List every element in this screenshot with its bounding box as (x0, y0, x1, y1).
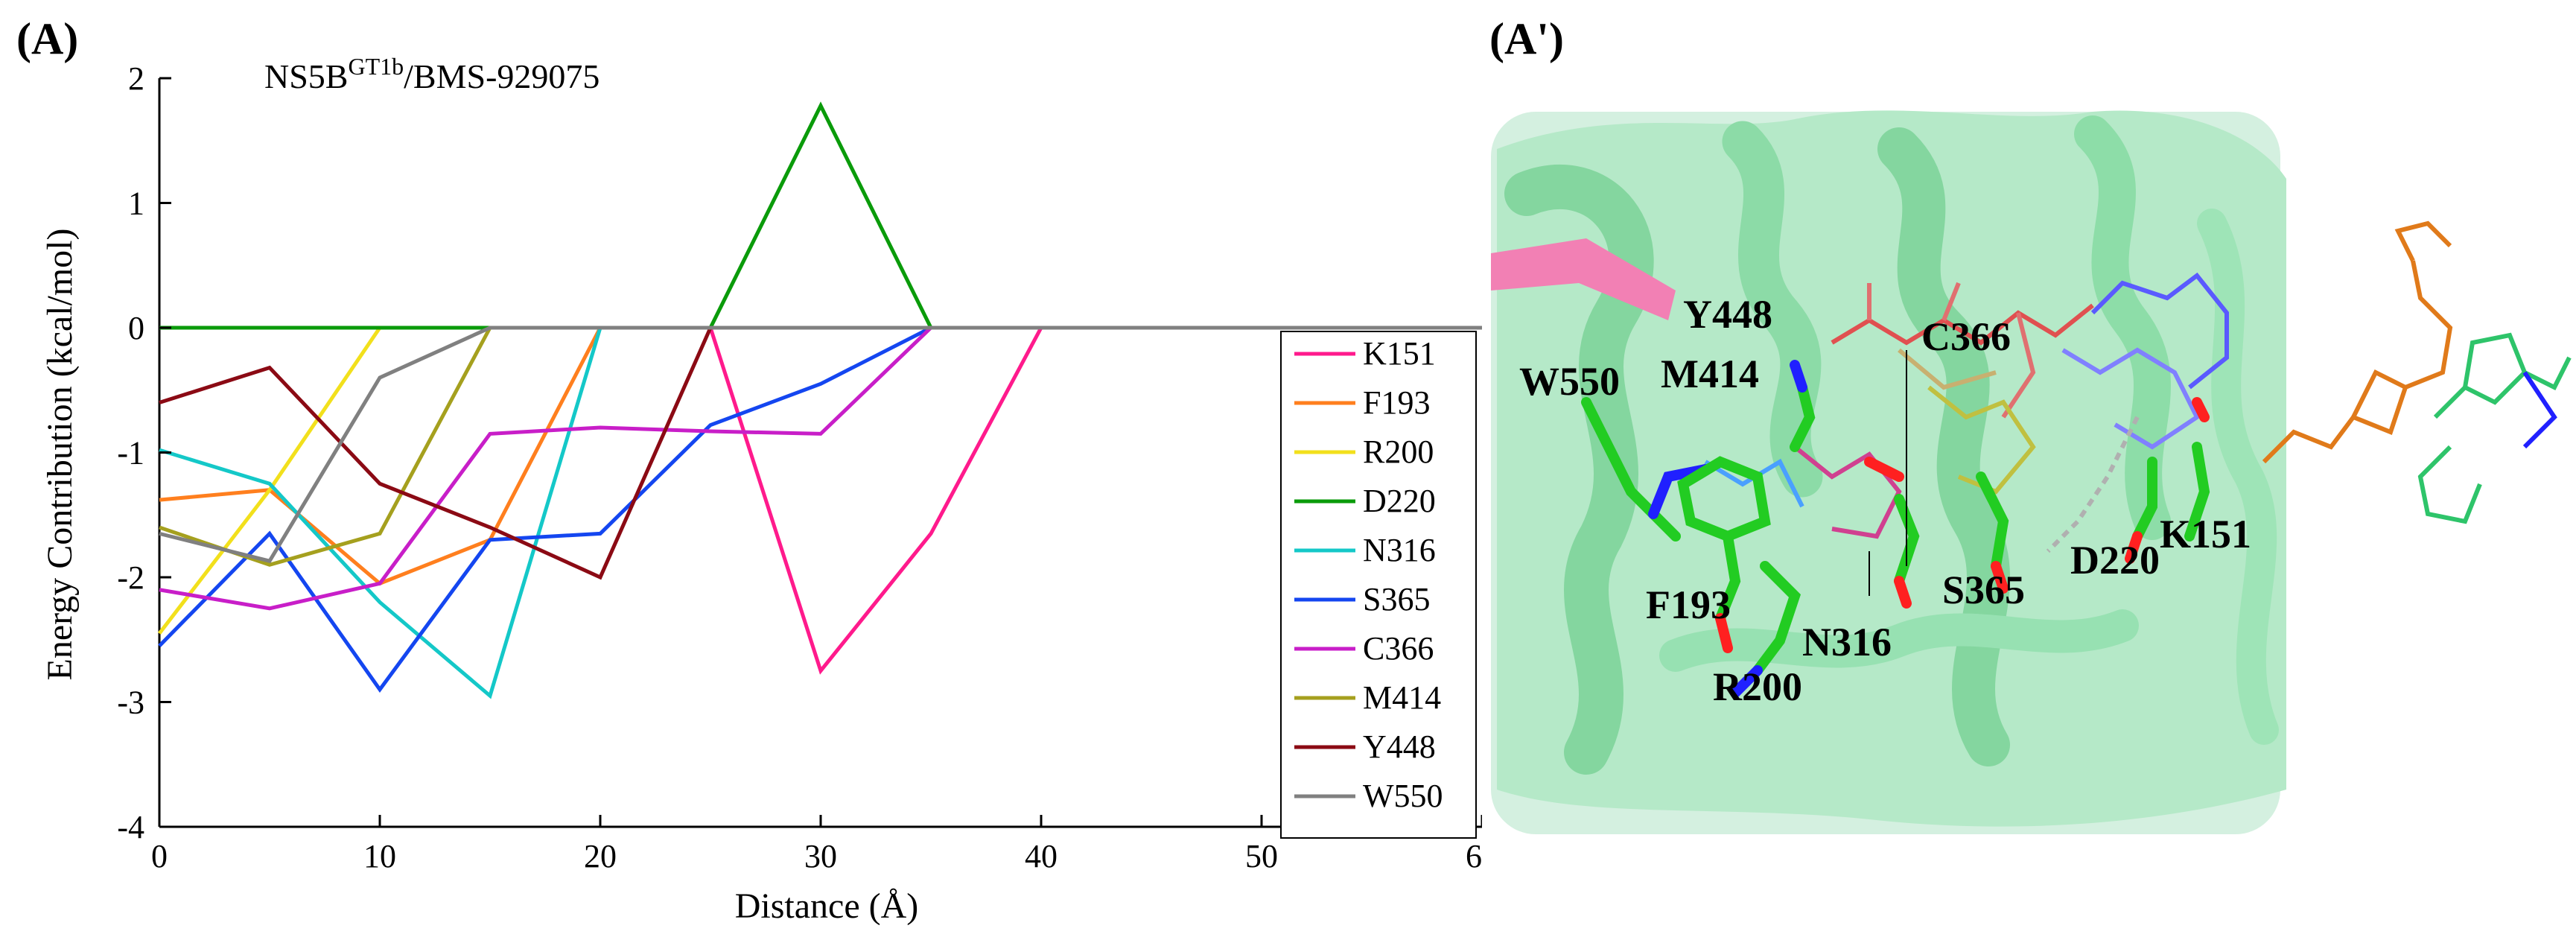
y-tick-label: -2 (117, 559, 144, 596)
series-line-d220 (159, 101, 1482, 330)
legend-box (1280, 331, 1477, 839)
panel-a-prime-label: (A') (1489, 14, 1564, 63)
panel-a-label: (A) (16, 14, 79, 63)
chart-title: NS5BGT1b/BMS-929075 (264, 53, 600, 95)
y-axis-label: Energy Contribution (kcal/mol) (40, 228, 80, 680)
residue-label-f193: F193 (1646, 582, 1731, 627)
residue-label-m414: M414 (1661, 352, 1759, 396)
label-pointers (1869, 350, 1907, 596)
legend-label-m414: M414 (1363, 679, 1441, 716)
legend: K151 F193 R200 D220 N316 S365 C366 M414 Y448 W550 (1280, 331, 1477, 839)
y-tick-label: 0 (128, 310, 144, 346)
chart-title-superscript: GT1b (348, 53, 404, 80)
y-tick-label: -3 (117, 685, 144, 721)
ligand-external (2262, 220, 2572, 524)
beta-sheet (1491, 238, 1676, 320)
legend-label-s365: S365 (1363, 581, 1430, 617)
residue-label-s365: S365 (1942, 568, 2025, 612)
residue-label-y448: Y448 (1683, 292, 1772, 337)
legend-label-k151: K151 (1363, 335, 1436, 372)
loop-1 (1659, 609, 2139, 672)
x-tick-label: 10 (363, 838, 396, 874)
helix-2 (1722, 121, 1823, 498)
legend-label-r200: R200 (1363, 434, 1434, 470)
legend-label-n316: N316 (1363, 532, 1436, 568)
x-tick-label: 40 (1025, 838, 1058, 874)
helix-1 (1504, 165, 1654, 775)
x-tick-label: 50 (1245, 838, 1278, 874)
residue-label-r200: R200 (1713, 664, 1802, 709)
x-tick-label: 60 (1466, 838, 1482, 874)
legend-label-y448: Y448 (1363, 728, 1436, 765)
legend-label-w550: W550 (1363, 778, 1443, 814)
legend-label-d220: D220 (1363, 483, 1436, 519)
residue-label-d220: D220 (2070, 538, 2160, 582)
axes: 0 10 20 30 40 50 60 -4 -3 -2 -1 0 1 2 (117, 60, 1482, 874)
x-axis-label: Distance (Å) (735, 886, 919, 926)
y-tick-label: 1 (128, 185, 144, 222)
y-tick-label: -1 (117, 435, 144, 472)
helix-5 (2197, 209, 2279, 745)
legend-label-f193: F193 (1363, 384, 1430, 421)
series-line-w550 (159, 326, 1482, 564)
residue-label-w550: W550 (1519, 359, 1620, 404)
residue-label-n316: N316 (1802, 620, 1892, 664)
helix-4 (2074, 115, 2171, 540)
legend-label-c366: C366 (1363, 630, 1434, 667)
y-tick-label: 2 (128, 60, 144, 97)
residue-label-k151: K151 (2160, 512, 2251, 556)
chart-title-main: NS5B (264, 57, 348, 95)
protein-ligand-structure: Y448 C366 W550 M414 D220 K151 S365 F193 … (1491, 110, 2572, 834)
residue-label-c366: C366 (1921, 314, 2011, 359)
y-tick-label: -4 (117, 809, 144, 845)
energy-line-chart: 0 10 20 30 40 50 60 -4 -3 -2 -1 0 1 2 NS5BGT1b/BMS-92… (40, 53, 1482, 926)
residue-sticks (1581, 360, 2210, 698)
x-tick-label: 20 (584, 838, 617, 874)
x-tick-label: 30 (804, 838, 837, 874)
series-lines (158, 101, 1482, 699)
residue-labels: Y448 C366 W550 M414 D220 K151 S365 F193 … (1519, 292, 2251, 709)
chart-title-suffix: /BMS-929075 (404, 57, 600, 95)
x-tick-label: 0 (151, 838, 168, 874)
